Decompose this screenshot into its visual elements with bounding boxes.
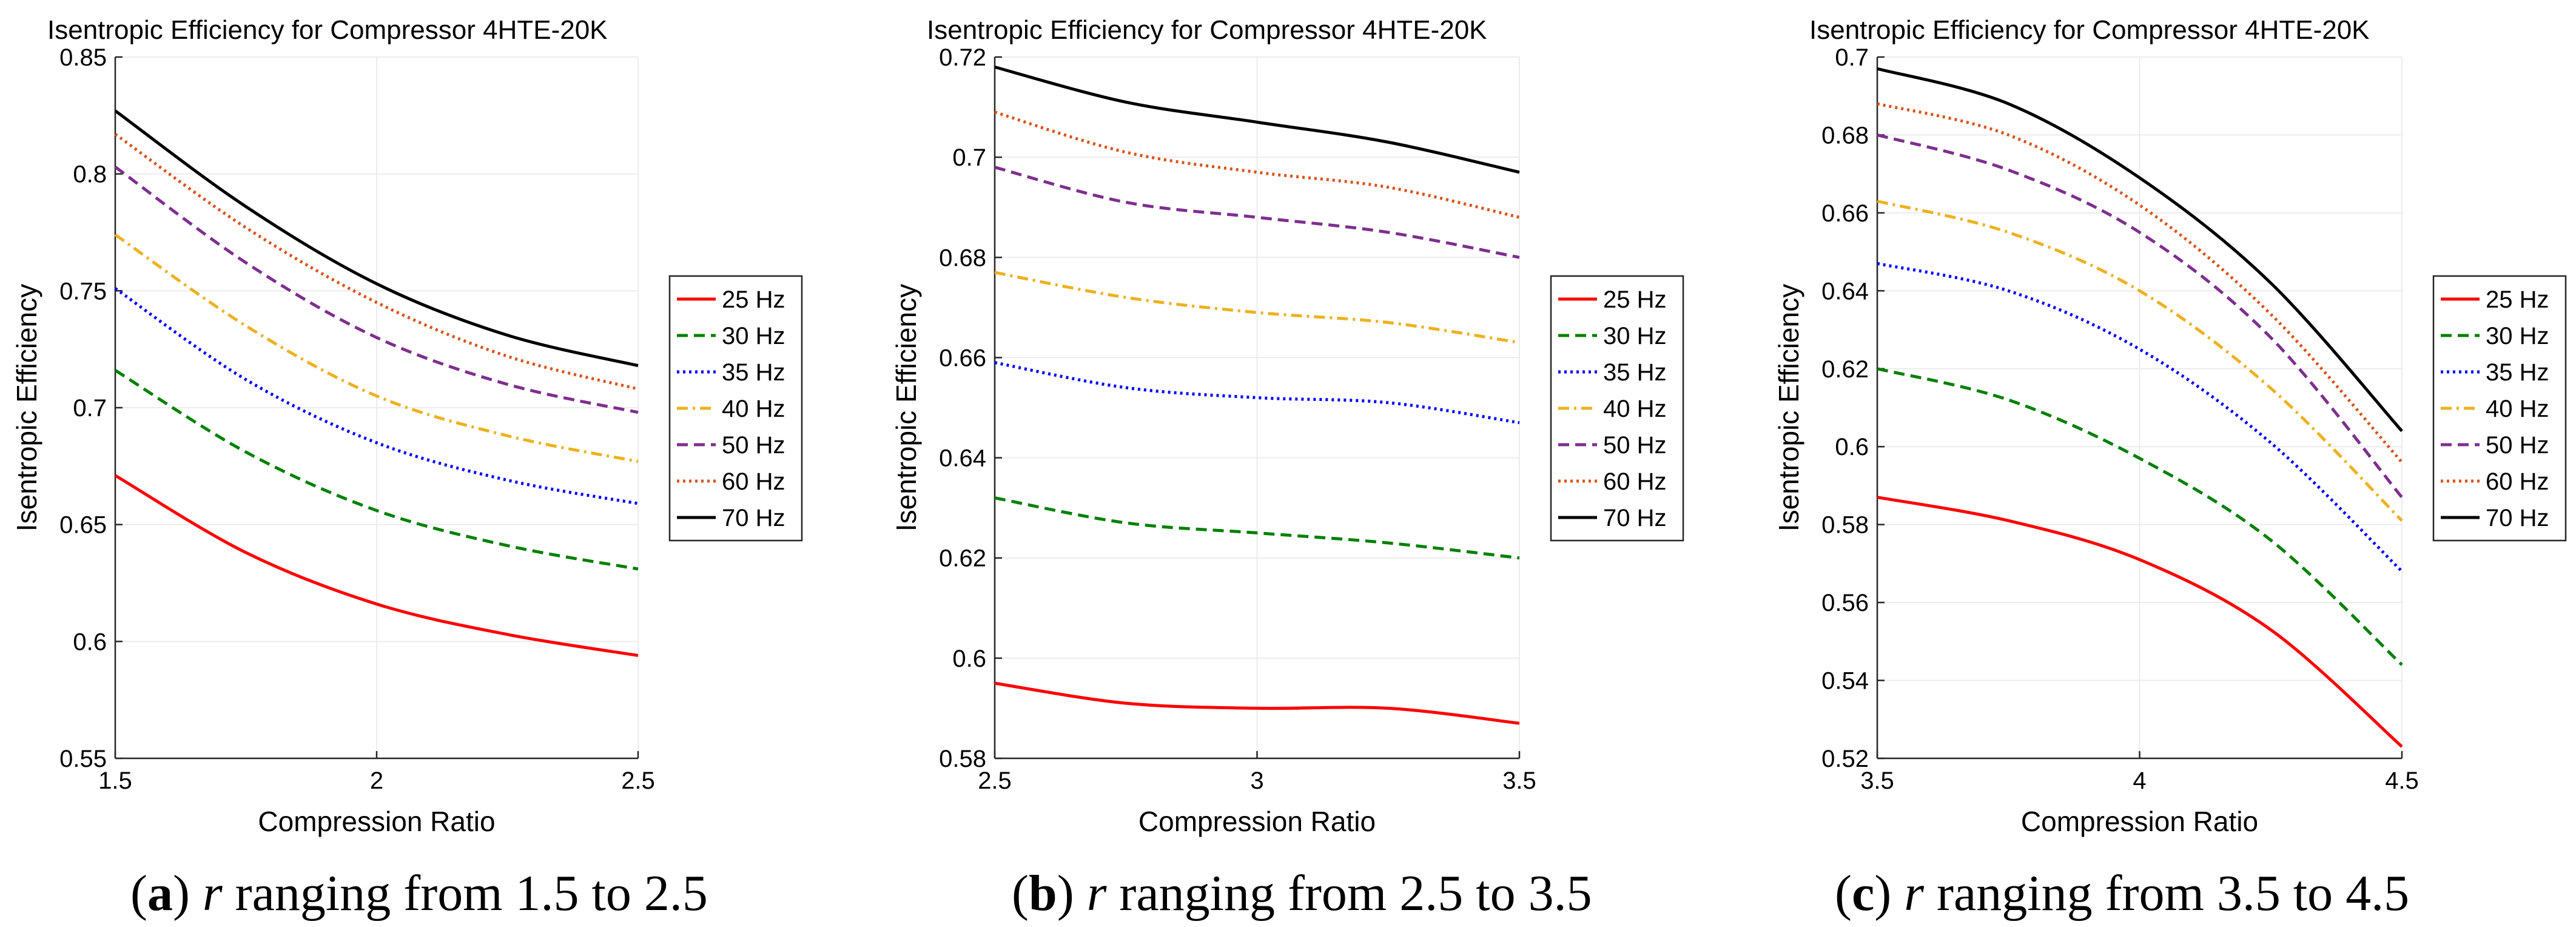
series-line-40-hz — [994, 271, 1520, 345]
legend: 25 Hz 30 Hz 35 Hz 40 Hz 50 Hz 60 Hz 70 Hz — [1550, 275, 1684, 542]
x-tick-label: 3.5 — [1502, 767, 1536, 794]
y-tick-label: 0.58 — [1821, 512, 1869, 539]
y-tick-label: 0.55 — [59, 746, 107, 772]
legend: 25 Hz 30 Hz 35 Hz 40 Hz 50 Hz 60 Hz 70 Hz — [668, 275, 803, 542]
x-axis-label: Compression Ratio — [1138, 806, 1376, 837]
series-line-70-hz — [114, 109, 639, 368]
y-tick-label: 0.58 — [939, 746, 986, 772]
legend-entry: 30 Hz — [722, 323, 785, 349]
legend-entry: 40 Hz — [2486, 396, 2549, 422]
legend-entry: 50 Hz — [1603, 432, 1667, 459]
y-tick-label: 0.66 — [1821, 200, 1869, 227]
legend-entry: 70 Hz — [2486, 505, 2549, 531]
series-line-60-hz — [114, 133, 639, 391]
legend-entry: 70 Hz — [722, 505, 785, 531]
y-tick-label: 0.6 — [73, 629, 107, 655]
y-tick-label: 0.64 — [1821, 278, 1869, 305]
x-tick-label: 1.5 — [98, 767, 132, 794]
y-tick-label: 0.68 — [939, 244, 986, 271]
series-line-35-hz — [114, 287, 639, 505]
panel-caption: (c) r ranging from 3.5 to 4.5 — [1835, 865, 2409, 922]
y-tick-label: 0.85 — [59, 44, 107, 71]
legend-entry: 25 Hz — [722, 286, 785, 313]
legend-entry: 50 Hz — [2486, 432, 2549, 459]
legend: 25 Hz 30 Hz 35 Hz 40 Hz 50 Hz 60 Hz 70 Hz — [2432, 275, 2567, 542]
panel-caption: (b) r ranging from 2.5 to 3.5 — [1012, 865, 1592, 922]
chart-panel-1: 1.5 2 2.50.550.60.650.70.750.80.85Isentrop… — [11, 15, 803, 922]
y-tick-label: 0.6 — [952, 646, 986, 672]
series-line-40-hz — [1877, 200, 2403, 522]
series-line-35-hz — [1877, 261, 2403, 573]
series-line-30-hz — [994, 496, 1520, 560]
legend-entry: 30 Hz — [1603, 323, 1667, 349]
legend-entry: 60 Hz — [722, 468, 785, 495]
legend-entry: 30 Hz — [2486, 323, 2549, 349]
y-tick-label: 0.8 — [73, 161, 107, 188]
legend-box — [2432, 275, 2567, 542]
y-axis-label: Isentropic Efficiency — [890, 284, 922, 531]
y-tick-label: 0.64 — [939, 445, 986, 472]
x-tick-label: 3.5 — [1860, 767, 1894, 794]
legend-entry: 70 Hz — [1603, 505, 1667, 531]
legend-entry: 25 Hz — [2486, 286, 2549, 313]
series-line-70-hz — [1877, 67, 2403, 433]
series-line-25-hz — [1877, 496, 2403, 748]
y-tick-label: 0.52 — [1821, 746, 1869, 772]
y-tick-label: 0.56 — [1821, 590, 1869, 616]
y-axis-label: Isentropic Efficiency — [1773, 284, 1804, 531]
chart-title: Isentropic Efficiency for Compressor 4HT… — [47, 15, 608, 45]
y-axis-label: Isentropic Efficiency — [11, 284, 42, 531]
series-line-50-hz — [114, 166, 639, 414]
y-tick-label: 0.6 — [1835, 434, 1869, 460]
chart-panel-3: 3.5 4 4.5 0.52 0.54 0.56 0.58 0.6 0.62 0.64 0.66 0.… — [1773, 15, 2567, 922]
x-tick-label: 3 — [1250, 767, 1263, 794]
chart-title: Isentropic Efficiency for Compressor 4HT… — [1809, 15, 2370, 45]
y-tick-label: 0.65 — [59, 512, 107, 539]
y-tick-label: 0.72 — [939, 44, 986, 71]
x-tick-label: 2.5 — [978, 767, 1012, 794]
y-tick-label: 0.68 — [1821, 122, 1869, 149]
series-line-25-hz — [994, 681, 1520, 725]
series-line-60-hz — [994, 110, 1520, 219]
series-line-50-hz — [994, 166, 1520, 259]
x-tick-label: 2.5 — [621, 767, 655, 794]
x-axis-label: Compression Ratio — [258, 806, 495, 837]
legend-entry: 40 Hz — [1603, 396, 1667, 422]
chart-panel-2: 2.5 3 3.50.580.60.620.640.660.680.70.72Ise… — [890, 15, 1684, 922]
panel-caption: (a) r ranging from 1.5 to 2.5 — [130, 865, 708, 922]
y-tick-label: 0.54 — [1821, 668, 1869, 695]
legend-entry: 35 Hz — [2486, 359, 2549, 386]
series-line-40-hz — [114, 233, 639, 463]
legend-entry: 35 Hz — [722, 359, 785, 386]
legend-entry: 35 Hz — [1603, 359, 1667, 386]
legend-entry: 25 Hz — [1603, 286, 1667, 313]
y-tick-label: 0.62 — [939, 545, 986, 572]
series-line-30-hz — [114, 369, 639, 571]
legend-entry: 40 Hz — [722, 396, 785, 422]
series-line-70-hz — [994, 66, 1520, 174]
x-tick-label: 4 — [2133, 767, 2146, 794]
series-line-50-hz — [1877, 133, 2403, 499]
legend-entry: 60 Hz — [1603, 468, 1667, 495]
y-tick-label: 0.7 — [1835, 44, 1869, 71]
y-tick-label: 0.7 — [952, 144, 986, 171]
series-line-25-hz — [114, 474, 639, 657]
chart-title: Isentropic Efficiency for Compressor 4HT… — [927, 15, 1487, 45]
legend-entry: 50 Hz — [722, 432, 785, 459]
y-tick-label: 0.66 — [939, 345, 986, 371]
legend-box — [1550, 275, 1684, 542]
x-axis-label: Compression Ratio — [2021, 806, 2258, 837]
x-tick-label: 2 — [370, 767, 383, 794]
y-tick-label: 0.7 — [73, 395, 107, 422]
y-tick-label: 0.75 — [59, 278, 107, 305]
x-tick-label: 4.5 — [2385, 767, 2419, 794]
legend-entry: 60 Hz — [2486, 468, 2549, 495]
y-tick-label: 0.62 — [1821, 356, 1869, 383]
legend-box — [668, 275, 803, 542]
series-line-60-hz — [1877, 102, 2403, 463]
